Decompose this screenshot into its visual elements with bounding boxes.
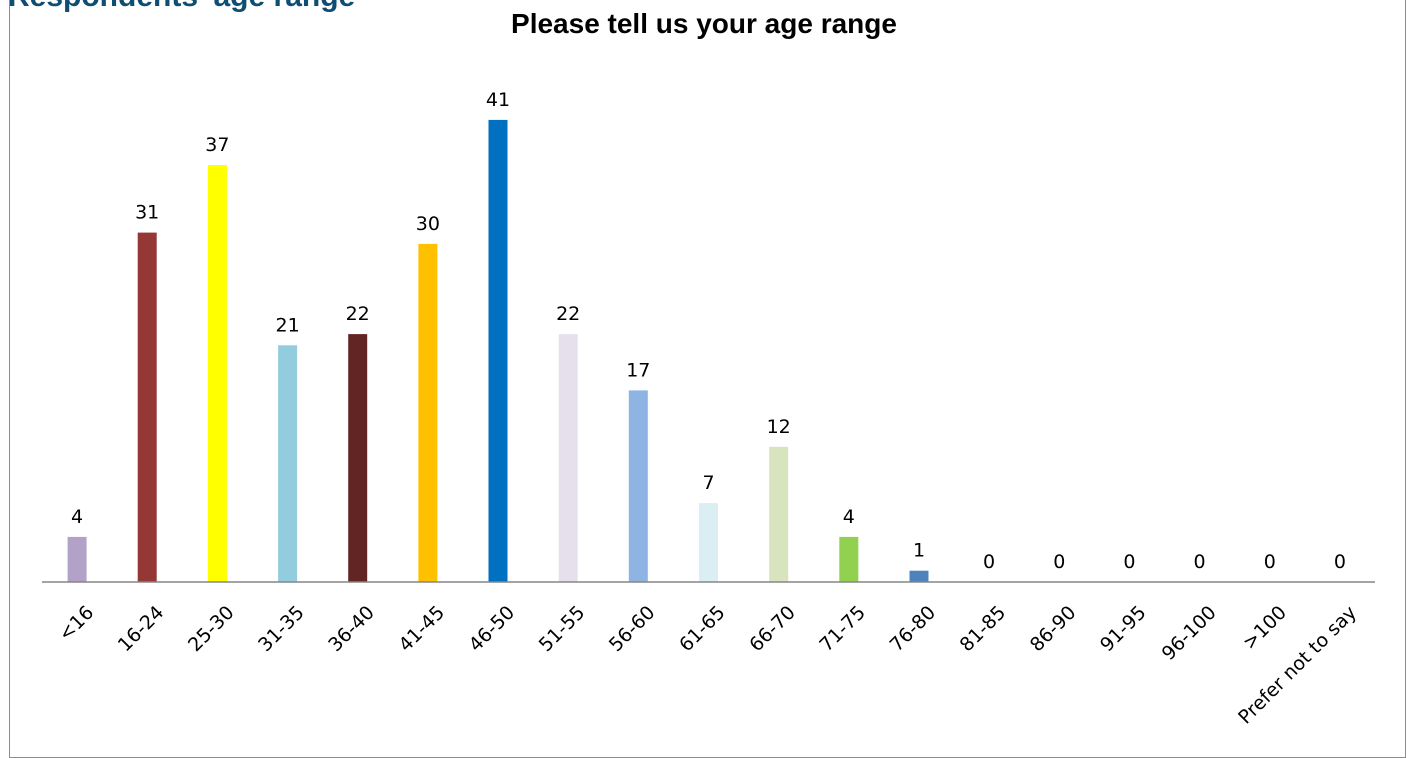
tick-label-18: Prefer not to say [1234, 602, 1361, 729]
tick-label-15: 91-95 [1096, 602, 1151, 657]
tick-label-1: 16-24 [114, 602, 169, 657]
data-label-12: 1 [913, 540, 925, 562]
data-label-2: 37 [205, 134, 229, 156]
bar-4 [348, 334, 368, 582]
background-heading: Respondents' age range [8, 0, 355, 14]
tick-label-9: 61-65 [675, 602, 730, 657]
data-label-15: 0 [1123, 551, 1135, 573]
tick-label-5: 41-45 [394, 602, 449, 657]
tick-label-11: 71-75 [815, 602, 870, 657]
bar-8 [628, 390, 648, 582]
bar-0 [67, 536, 87, 582]
data-label-6: 41 [486, 89, 510, 111]
tick-label-17: >100 [1238, 602, 1290, 654]
tick-label-14: 86-90 [1026, 602, 1081, 657]
tick-label-7: 51-55 [535, 602, 590, 657]
bar-6 [488, 119, 508, 583]
data-label-16: 0 [1194, 551, 1206, 573]
tick-label-4: 36-40 [324, 602, 379, 657]
tick-label-10: 66-70 [745, 602, 800, 657]
tick-label-3: 31-35 [254, 602, 309, 657]
data-label-1: 31 [135, 202, 159, 224]
data-label-13: 0 [983, 551, 995, 573]
bar-5 [418, 243, 438, 582]
bars-group [67, 119, 929, 583]
bar-7 [558, 334, 578, 582]
data-label-11: 4 [843, 506, 855, 528]
chart-title: Please tell us your age range [511, 8, 897, 39]
data-label-0: 4 [71, 506, 83, 528]
chart-frame [9, 0, 1406, 758]
data-label-10: 12 [767, 416, 791, 438]
data-label-4: 22 [346, 303, 370, 325]
tick-label-6: 46-50 [465, 602, 520, 657]
data-label-7: 22 [556, 303, 580, 325]
data-label-5: 30 [416, 213, 440, 235]
bar-11 [839, 536, 859, 582]
data-label-14: 0 [1053, 551, 1065, 573]
bar-9 [699, 503, 718, 582]
bar-3 [278, 345, 298, 582]
data-label-17: 0 [1264, 551, 1276, 573]
tick-label-13: 81-85 [956, 602, 1011, 657]
tick-label-2: 25-30 [184, 602, 239, 657]
tick-labels-group: <16 16-24 25-30 31-35 36-40 41-45 46-50 51-55 56… [54, 602, 1361, 729]
tick-label-16: 96-100 [1158, 602, 1221, 665]
tick-label-12: 76-80 [886, 602, 941, 657]
bar-2 [207, 165, 227, 582]
data-label-9: 7 [702, 472, 714, 494]
tick-label-0: <16 [54, 602, 98, 646]
bar-1 [137, 232, 157, 582]
bar-12 [909, 570, 929, 582]
data-label-18: 0 [1334, 551, 1346, 573]
bar-10 [769, 446, 789, 582]
data-label-8: 17 [626, 359, 650, 381]
tick-label-8: 56-60 [605, 602, 660, 657]
data-label-3: 21 [276, 314, 300, 336]
